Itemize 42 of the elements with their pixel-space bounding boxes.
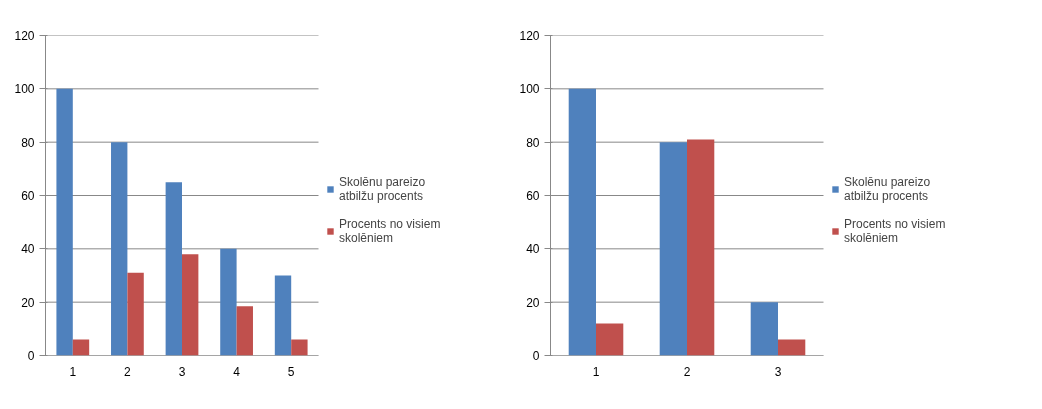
y-tick-label: 20 bbox=[21, 295, 35, 310]
bar bbox=[750, 302, 778, 356]
legend-label: Procents no visiem skolēniem bbox=[844, 217, 946, 245]
y-tick-label: 40 bbox=[526, 242, 540, 257]
y-tick-label: 120 bbox=[14, 29, 35, 43]
y-tick-label: 0 bbox=[532, 349, 540, 363]
x-tick-label: 2 bbox=[683, 364, 691, 379]
bar bbox=[182, 254, 199, 356]
y-tick-label: 60 bbox=[21, 189, 35, 203]
y-tick-label: 100 bbox=[14, 82, 35, 97]
y-tick-label: 60 bbox=[526, 189, 540, 203]
bar bbox=[220, 248, 237, 356]
y-tick-label: 20 bbox=[526, 295, 540, 310]
bar bbox=[236, 306, 253, 356]
bar bbox=[274, 275, 292, 356]
legend-label: Skolēnu pareizo atbilžu procents bbox=[339, 175, 426, 203]
bar bbox=[291, 339, 308, 356]
bar bbox=[659, 142, 687, 356]
y-tick-label: 120 bbox=[519, 29, 540, 43]
legend-label: Skolēnu pareizo atbilžu procents bbox=[844, 175, 931, 203]
bar bbox=[72, 339, 90, 356]
y-tick-label: 80 bbox=[526, 135, 540, 150]
legend-label: Procents no visiem skolēniem bbox=[339, 217, 441, 245]
bar bbox=[687, 139, 715, 356]
y-tick-label: 40 bbox=[21, 242, 35, 257]
y-tick-label: 80 bbox=[21, 135, 35, 150]
x-tick-label: 3 bbox=[178, 364, 186, 379]
bar bbox=[165, 182, 182, 356]
x-tick-label: 1 bbox=[69, 364, 77, 379]
bar bbox=[778, 339, 806, 356]
y-tick-label: 0 bbox=[27, 349, 35, 363]
x-tick-label: 4 bbox=[233, 364, 241, 379]
bar bbox=[56, 88, 73, 356]
x-tick-label: 5 bbox=[287, 364, 295, 379]
bar bbox=[568, 88, 596, 356]
bar bbox=[596, 323, 624, 356]
y-tick-label: 100 bbox=[519, 82, 540, 97]
x-tick-label: 3 bbox=[774, 364, 782, 379]
x-tick-label: 2 bbox=[124, 364, 132, 379]
x-tick-label: 1 bbox=[592, 364, 600, 379]
bar bbox=[111, 142, 128, 356]
bar bbox=[127, 272, 144, 356]
